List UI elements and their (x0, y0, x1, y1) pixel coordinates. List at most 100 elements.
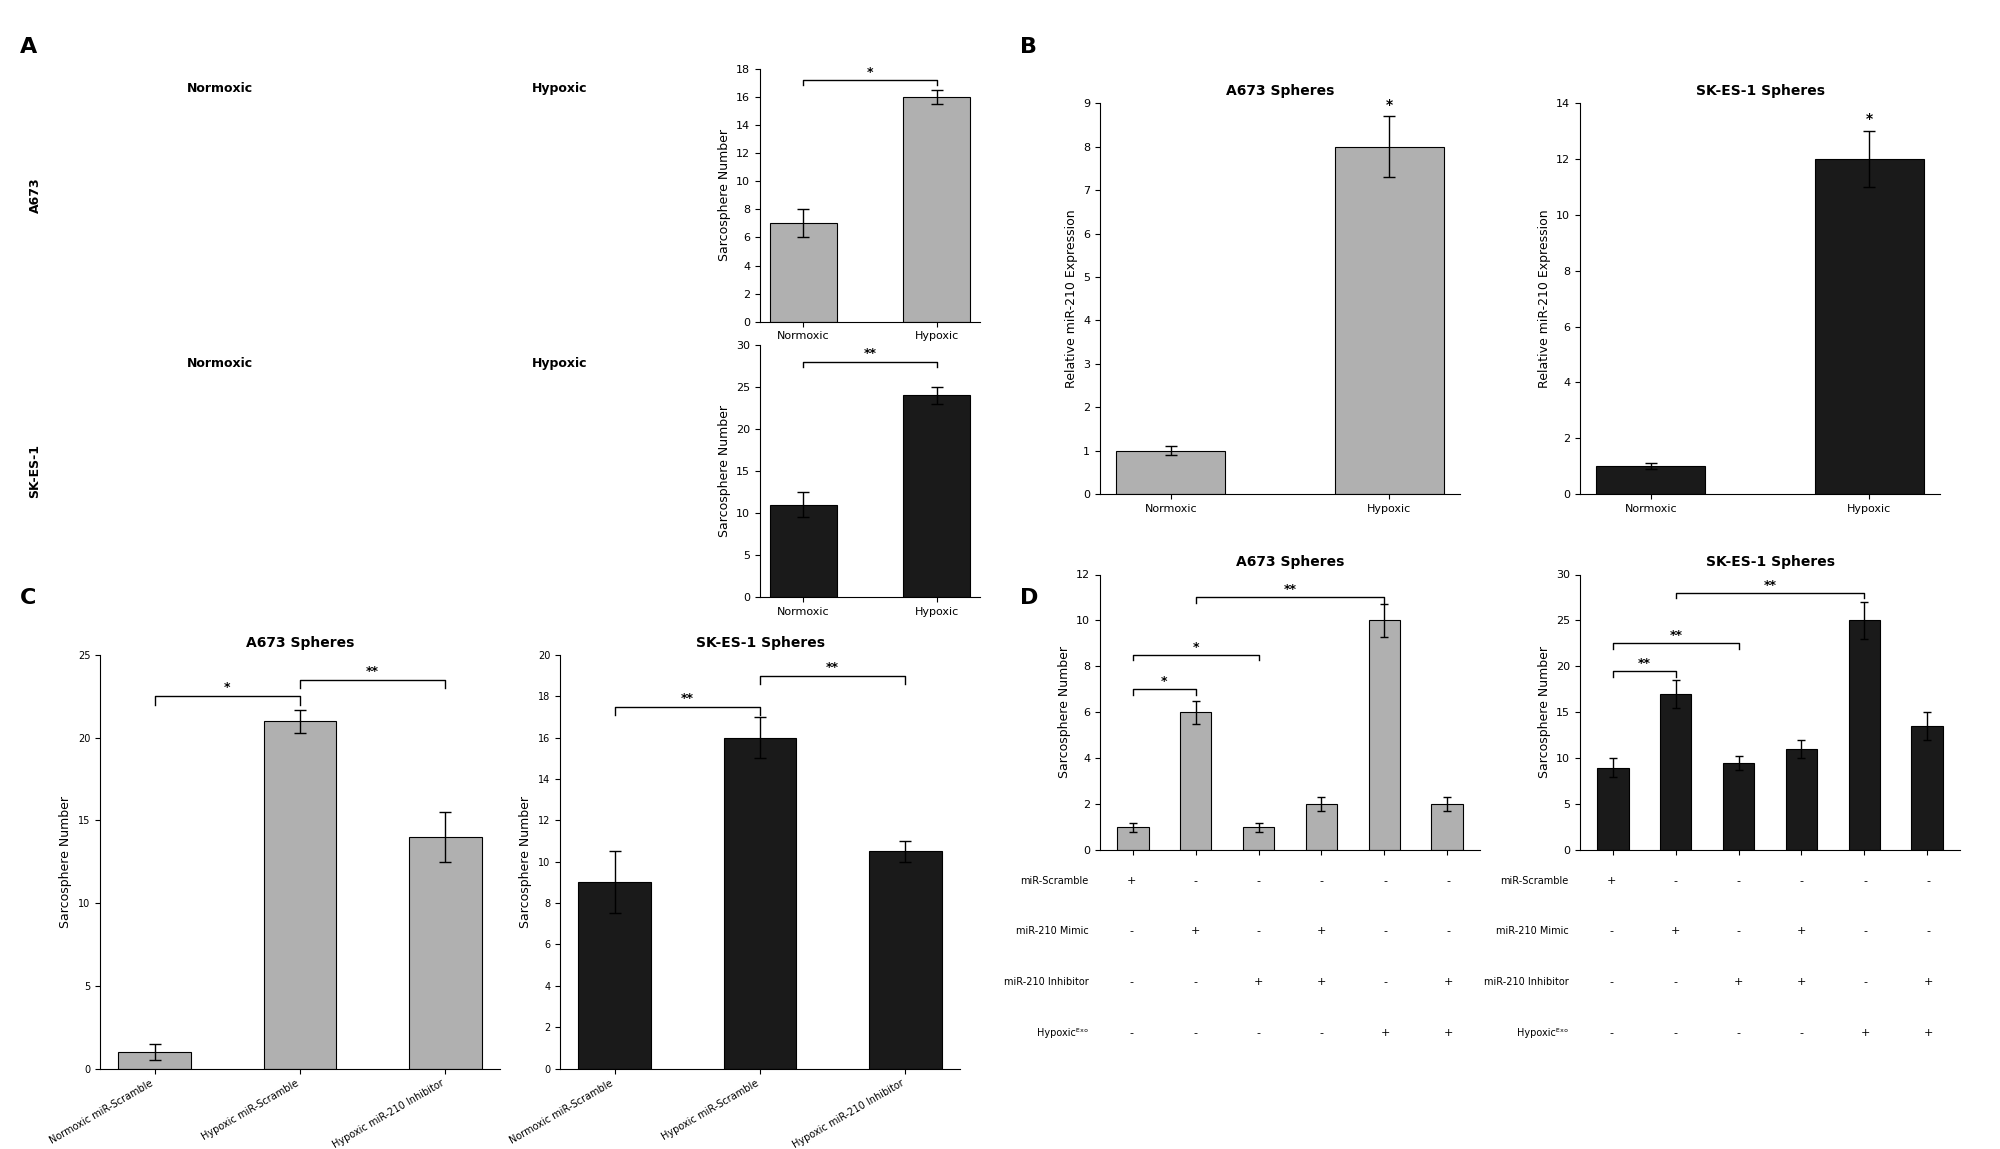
Bar (1722, 763, 1754, 850)
Text: +: + (1126, 876, 1136, 886)
Title: SK-ES-1 Spheres: SK-ES-1 Spheres (1706, 555, 1834, 569)
Title: A673 Spheres: A673 Spheres (246, 635, 354, 649)
Text: +: + (1670, 926, 1680, 936)
Text: -: - (1672, 978, 1676, 987)
Text: Hypoxicᴱˣᵒ: Hypoxicᴱˣᵒ (1518, 1028, 1568, 1038)
Bar (1306, 804, 1338, 850)
Text: *: * (866, 65, 874, 79)
Text: *: * (1866, 111, 1872, 125)
Text: 1000 µm: 1000 µm (76, 304, 120, 314)
Text: +: + (1924, 1028, 1934, 1038)
Text: -: - (1320, 876, 1324, 886)
Text: miR-210 Inhibitor: miR-210 Inhibitor (1004, 978, 1088, 987)
Title: SK-ES-1 Spheres: SK-ES-1 Spheres (696, 635, 824, 649)
Text: +: + (1796, 978, 1806, 987)
Text: -: - (1736, 926, 1740, 936)
Text: miR-210 Inhibitor: miR-210 Inhibitor (1484, 978, 1568, 987)
Text: Normoxic: Normoxic (186, 357, 254, 370)
Text: +: + (1444, 1028, 1454, 1038)
Bar (870, 851, 942, 1069)
Text: miR-210 Mimic: miR-210 Mimic (1016, 926, 1088, 936)
Bar (1368, 620, 1400, 850)
Text: -: - (1736, 876, 1740, 886)
Text: -: - (1384, 876, 1388, 886)
Text: **: ** (1284, 583, 1296, 596)
Text: +: + (1606, 876, 1616, 886)
Text: -: - (1256, 926, 1260, 936)
Bar (410, 836, 482, 1069)
Bar (904, 395, 970, 597)
Bar (1180, 712, 1212, 850)
Title: A673 Spheres: A673 Spheres (1236, 555, 1344, 569)
Bar (1334, 147, 1444, 494)
Bar (1660, 694, 1692, 850)
Text: -: - (1384, 926, 1388, 936)
Y-axis label: Sarcosphere Number: Sarcosphere Number (718, 130, 730, 261)
Text: 1000 µm: 1000 µm (416, 580, 460, 589)
Text: D: D (1020, 588, 1038, 608)
Bar (1848, 620, 1880, 850)
Y-axis label: Relative miR-210 Expression: Relative miR-210 Expression (1538, 209, 1550, 388)
Title: A673 Spheres: A673 Spheres (1226, 84, 1334, 98)
Text: 1000 µm: 1000 µm (416, 304, 460, 314)
Y-axis label: Sarcosphere Number: Sarcosphere Number (1058, 647, 1070, 778)
Y-axis label: Sarcosphere Number: Sarcosphere Number (718, 406, 730, 537)
Text: **: ** (864, 347, 876, 361)
Text: +: + (1924, 978, 1934, 987)
Text: **: ** (826, 661, 840, 673)
Text: Hypoxicᴱˣᵒ: Hypoxicᴱˣᵒ (1038, 1028, 1088, 1038)
Bar (1912, 726, 1942, 850)
Text: -: - (1130, 926, 1134, 936)
Text: +: + (1254, 978, 1264, 987)
Text: A: A (20, 37, 38, 56)
Bar (724, 738, 796, 1069)
Bar (1598, 768, 1628, 850)
Text: -: - (1130, 978, 1134, 987)
Text: -: - (1610, 1028, 1614, 1038)
Bar (1786, 749, 1818, 850)
Text: -: - (1446, 876, 1450, 886)
Text: Hypoxic: Hypoxic (532, 357, 588, 370)
Text: -: - (1672, 876, 1676, 886)
Text: -: - (1800, 1028, 1804, 1038)
Bar (1814, 160, 1924, 494)
Text: miR-210 Mimic: miR-210 Mimic (1496, 926, 1568, 936)
Bar (118, 1052, 190, 1069)
Text: +: + (1316, 978, 1326, 987)
Bar (1242, 827, 1274, 850)
Text: -: - (1192, 876, 1196, 886)
Text: +: + (1444, 978, 1454, 987)
Text: +: + (1316, 926, 1326, 936)
Bar (904, 97, 970, 322)
Bar (264, 722, 336, 1069)
Text: *: * (1192, 640, 1200, 654)
Text: -: - (1672, 1028, 1676, 1038)
Text: -: - (1800, 876, 1804, 886)
Bar (1596, 466, 1706, 494)
Y-axis label: Relative miR-210 Expression: Relative miR-210 Expression (1064, 209, 1078, 388)
Text: -: - (1192, 978, 1196, 987)
Text: **: ** (366, 664, 380, 678)
Text: -: - (1926, 926, 1930, 936)
Text: SK-ES-1: SK-ES-1 (28, 445, 42, 498)
Text: *: * (1162, 674, 1168, 688)
Title: SK-ES-1 Spheres: SK-ES-1 Spheres (1696, 84, 1824, 98)
Text: -: - (1610, 926, 1614, 936)
Text: -: - (1320, 1028, 1324, 1038)
Text: *: * (224, 681, 230, 694)
Text: +: + (1860, 1028, 1870, 1038)
Y-axis label: Sarcosphere Number: Sarcosphere Number (60, 796, 72, 927)
Text: -: - (1446, 926, 1450, 936)
Text: *: * (1386, 98, 1392, 113)
Text: **: ** (680, 692, 694, 704)
Text: -: - (1384, 978, 1388, 987)
Text: B: B (1020, 37, 1036, 56)
Text: -: - (1864, 926, 1868, 936)
Bar (578, 882, 650, 1069)
Text: C: C (20, 588, 36, 608)
Text: Hypoxic: Hypoxic (532, 82, 588, 94)
Text: +: + (1796, 926, 1806, 936)
Text: -: - (1192, 1028, 1196, 1038)
Bar (1116, 450, 1226, 494)
Text: +: + (1190, 926, 1200, 936)
